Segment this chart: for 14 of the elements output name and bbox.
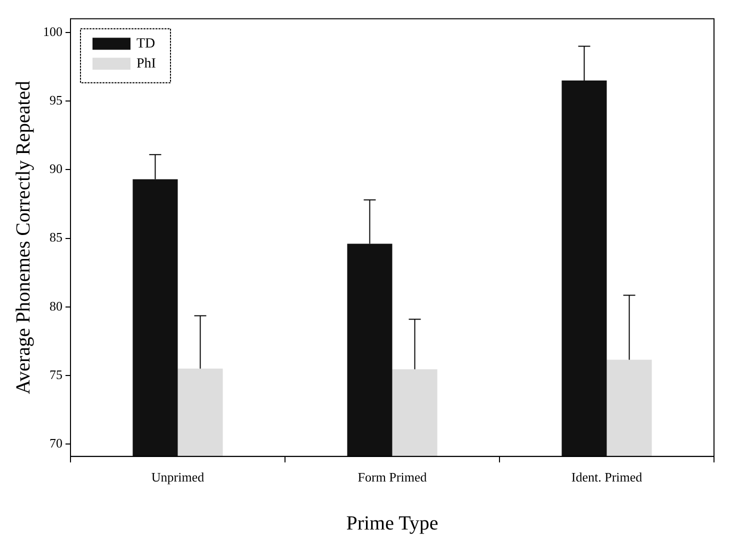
y-tick-label: 95 xyxy=(50,92,62,108)
legend-label: PhI xyxy=(136,56,156,72)
y-tick-label: 80 xyxy=(50,298,62,314)
y-tick-label: 70 xyxy=(50,435,62,450)
y-tick-label: 75 xyxy=(50,366,62,382)
x-tick-label: Unprimed xyxy=(151,470,205,485)
y-tick-label: 85 xyxy=(50,230,62,245)
x-axis-title: Prime Type xyxy=(346,512,438,534)
y-tick-label: 100 xyxy=(43,24,62,39)
x-tick-label: Ident. Primed xyxy=(571,470,643,485)
y-tick-label: 90 xyxy=(50,161,62,176)
legend-label: TD xyxy=(136,36,156,52)
y-axis-title: Average Phonemes Correctly Repeated xyxy=(12,80,34,394)
x-tick-label: Form Primed xyxy=(358,470,428,485)
